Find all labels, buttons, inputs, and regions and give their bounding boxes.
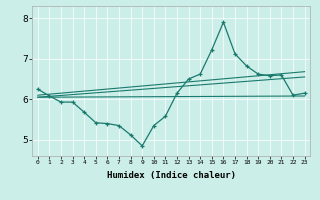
X-axis label: Humidex (Indice chaleur): Humidex (Indice chaleur) <box>107 171 236 180</box>
